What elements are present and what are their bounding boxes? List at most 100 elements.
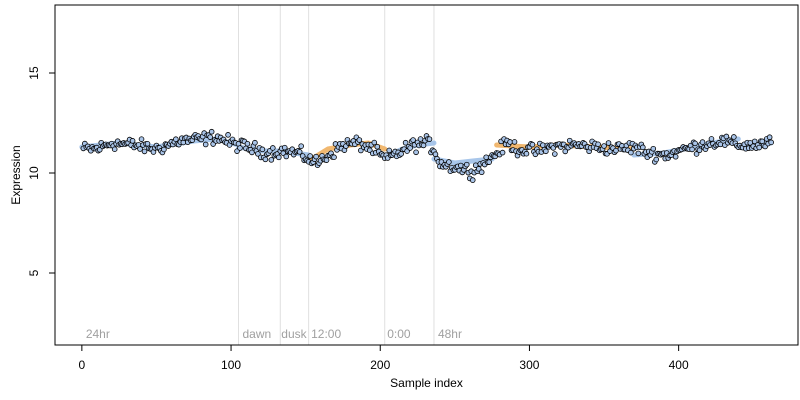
data-point [283,153,290,160]
data-point [252,139,258,146]
data-point [244,140,251,147]
x-axis: 0 100 200 300 400 [79,345,689,372]
data-point [331,154,337,160]
data-point [208,128,215,135]
data-point [296,149,303,155]
data-point [486,159,492,165]
x-tick-label-3: 300 [519,358,539,372]
data-point [402,139,409,146]
data-point [605,140,612,146]
x-tick-label-0: 0 [79,358,86,372]
data-point [446,159,452,165]
data-point [281,144,288,151]
data-point [650,145,657,152]
region-label-3: 12:00 [311,327,341,341]
region-label-5: 48hr [438,327,462,341]
data-point [144,141,151,147]
data-point [371,139,378,146]
data-point [635,150,642,157]
data-point [141,148,148,155]
data-point [298,143,304,149]
data-point [426,136,433,142]
region-label-1: dawn [242,327,271,341]
data-point [225,132,231,138]
data-point [307,153,313,159]
region-label-0: 24hr [86,327,110,341]
data-point [255,151,261,157]
data-point [689,146,695,153]
data-point [696,147,703,154]
data-point [511,139,518,145]
data-point [407,145,413,151]
x-tick-label-4: 400 [669,358,689,372]
x-tick-label-1: 100 [221,358,241,372]
data-point [507,139,513,145]
data-point [386,147,393,154]
data-point [413,149,419,156]
region-label-4: 0:00 [387,327,411,341]
data-point [173,136,179,143]
data-point [699,139,706,145]
data-point [529,141,536,148]
data-point [708,136,715,142]
data-point [751,138,758,145]
data-point [161,146,167,153]
data-point [270,145,276,151]
data-point [458,162,464,169]
data-point [111,146,118,153]
region-separators [238,5,435,345]
data-point [313,153,319,160]
data-point [523,150,530,157]
region-label-2: dusk [281,327,307,341]
data-point [717,141,724,148]
data-point [653,156,660,163]
data-point [237,145,243,151]
data-point [249,149,255,156]
data-point [202,141,209,148]
data-point [356,137,363,143]
data-point [601,143,607,149]
data-point [672,153,679,160]
data-point [693,151,700,157]
data-point [463,161,470,168]
y-tick-label-2: 15 [27,66,41,80]
y-tick-label-1: 10 [27,166,41,180]
data-point [595,141,601,148]
data-point [137,146,143,152]
data-point [543,148,549,155]
data-point [613,147,619,154]
data-point [628,149,634,156]
data-point [262,156,269,163]
data-point [275,154,282,161]
data-point [410,137,416,143]
data-point [129,138,136,144]
data-point [552,151,558,157]
data-point [540,142,546,148]
data-point [268,157,275,163]
data-point [640,144,646,151]
data-point [475,166,482,172]
data-point [499,149,506,156]
data-point [469,177,476,183]
region-labels: 24hr dawn dusk 12:00 0:00 48hr [86,327,462,341]
data-point [731,134,737,140]
data-point [323,157,330,163]
data-points [80,128,774,183]
plot-frame [54,4,799,346]
x-axis-title: Sample index [390,376,463,390]
data-point [417,136,424,142]
data-point [207,134,213,140]
data-point [374,143,381,150]
x-tick-label-2: 200 [370,358,390,372]
y-axis-title: Expression [9,145,23,204]
data-point [420,142,427,149]
data-point [478,169,485,176]
data-point [723,133,730,140]
data-point [138,136,145,142]
y-tick-label-0: 5 [27,269,41,276]
data-point [692,140,698,147]
trend-line-4 [431,156,495,166]
y-axis: 5 10 15 [27,66,55,276]
data-point [768,139,774,146]
